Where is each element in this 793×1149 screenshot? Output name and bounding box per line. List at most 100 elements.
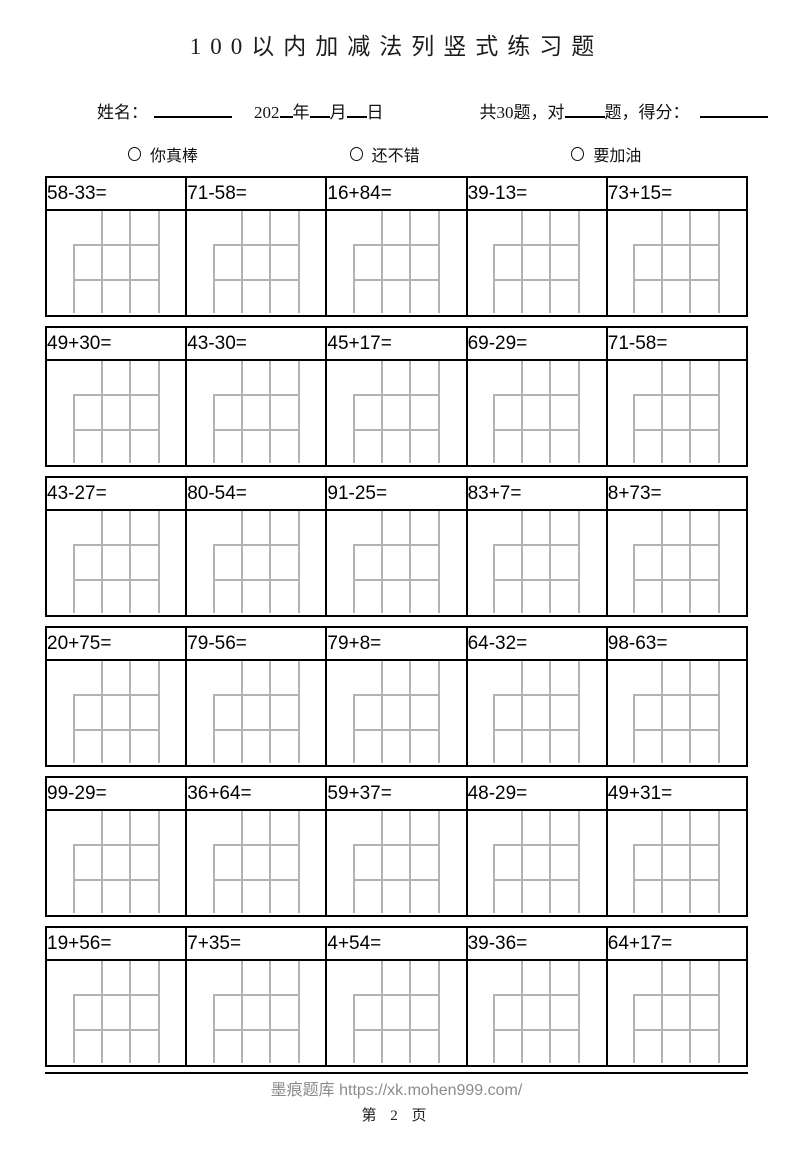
answer-grid-cell xyxy=(465,509,608,617)
score-field: 共30题，对 题，得分： xyxy=(480,98,768,123)
problem-groups: 58-33= 71-58= 16+84= 39-13= 73+15= 49+30= 43-3… xyxy=(44,176,749,1067)
vertical-calc-grid xyxy=(72,661,160,763)
answer-grid-cell xyxy=(44,659,188,767)
answer-grid-cell xyxy=(325,659,468,767)
month-label: 月 xyxy=(329,103,347,122)
vertical-calc-grid xyxy=(352,211,440,313)
problem-label: 43-27= xyxy=(44,476,188,511)
problem-label-row: 49+30= 43-30= 45+17= 69-29= 71-58= xyxy=(44,326,749,361)
rating-option-great: 你真棒 xyxy=(128,142,350,166)
name-blank xyxy=(154,114,232,118)
answer-grid-cell xyxy=(185,359,328,467)
day-label: 日 xyxy=(366,103,384,122)
rating-label: 你真棒 xyxy=(150,148,199,165)
answer-grid-cell xyxy=(44,359,188,467)
vertical-calc-grid xyxy=(212,511,300,613)
problem-group-5: 99-29= 36+64= 59+37= 48-29= 49+31= xyxy=(44,776,749,917)
score-blank xyxy=(699,114,768,118)
rating-option-ok: 还不错 xyxy=(349,142,572,166)
problem-label: 83+7= xyxy=(465,476,608,511)
problem-label: 69-29= xyxy=(465,326,608,361)
answer-grid-row xyxy=(44,359,749,467)
problem-group-3: 43-27= 80-54= 91-25= 83+7= 8+73= xyxy=(44,476,749,617)
problem-label: 80-54= xyxy=(185,476,328,511)
bottom-rule xyxy=(45,1072,748,1074)
answer-grid-cell xyxy=(605,359,749,467)
vertical-calc-grid xyxy=(352,961,440,1063)
problem-label: 59+37= xyxy=(325,776,468,811)
problem-label-row: 43-27= 80-54= 91-25= 83+7= 8+73= xyxy=(44,476,749,511)
worksheet-page: 100以内加减法列竖式练习题 姓名： 202 年 月 日 共30题，对 题，得分… xyxy=(0,27,793,1149)
problem-label: 58-33= xyxy=(44,176,188,211)
problem-label: 48-29= xyxy=(465,776,608,811)
score-mid: 题，得分： xyxy=(604,103,690,122)
vertical-calc-grid xyxy=(352,661,440,763)
problem-label: 98-63= xyxy=(605,626,749,661)
vertical-calc-grid xyxy=(212,811,300,913)
vertical-calc-grid xyxy=(72,961,160,1063)
problem-label: 36+64= xyxy=(185,776,328,811)
vertical-calc-grid xyxy=(493,211,581,313)
problem-label: 43-30= xyxy=(185,326,328,361)
problem-label: 8+73= xyxy=(605,476,749,511)
name-field: 姓名： xyxy=(97,98,232,123)
problem-label: 19+56= xyxy=(44,926,188,961)
answer-grid-row xyxy=(44,209,749,317)
year-prefix: 202 xyxy=(254,103,280,122)
problem-group-2: 49+30= 43-30= 45+17= 69-29= 71-58= xyxy=(44,326,749,467)
answer-grid-cell xyxy=(44,509,188,617)
vertical-calc-grid xyxy=(352,361,440,463)
problem-label: 64-32= xyxy=(465,626,608,661)
answer-grid-cell xyxy=(185,209,328,317)
rating-label: 要加油 xyxy=(593,148,642,165)
answer-grid-cell xyxy=(44,809,188,917)
vertical-calc-grid xyxy=(72,811,160,913)
vertical-calc-grid xyxy=(212,211,300,313)
answer-grid-cell xyxy=(465,809,608,917)
answer-grid-cell xyxy=(605,959,749,1067)
problem-group-4: 20+75= 79-56= 79+8= 64-32= 98-63= xyxy=(44,626,749,767)
correct-count-blank xyxy=(564,114,605,118)
year-blank xyxy=(279,114,293,118)
answer-grid-cell xyxy=(465,209,608,317)
month-blank xyxy=(309,114,330,118)
answer-grid-cell xyxy=(605,659,749,767)
answer-grid-row xyxy=(44,959,749,1067)
problem-label: 7+35= xyxy=(185,926,328,961)
problem-label-row: 19+56= 7+35= 4+54= 39-36= 64+17= xyxy=(44,926,749,961)
problem-label: 71-58= xyxy=(605,326,749,361)
vertical-calc-grid xyxy=(493,661,581,763)
answer-grid-cell xyxy=(465,659,608,767)
radio-circle-icon xyxy=(128,147,141,161)
vertical-calc-grid xyxy=(212,961,300,1063)
answer-grid-cell xyxy=(44,959,188,1067)
problem-group-1: 58-33= 71-58= 16+84= 39-13= 73+15= xyxy=(44,176,749,317)
answer-grid-cell xyxy=(185,809,328,917)
name-label: 姓名： xyxy=(97,103,148,122)
footer-site-link: 墨痕题库 https://xk.mohen999.com/ xyxy=(270,1082,523,1099)
vertical-calc-grid xyxy=(633,211,721,313)
answer-grid-row xyxy=(44,659,749,767)
date-field: 202 年 月 日 xyxy=(254,98,384,123)
answer-grid-cell xyxy=(325,209,468,317)
problem-group-6: 19+56= 7+35= 4+54= 39-36= 64+17= xyxy=(44,926,749,1067)
radio-circle-icon xyxy=(571,147,585,161)
rating-option-tryharder: 要加油 xyxy=(571,142,793,166)
problem-label: 64+17= xyxy=(605,926,749,961)
vertical-calc-grid xyxy=(72,361,160,463)
problem-label: 79+8= xyxy=(325,626,468,661)
answer-grid-cell xyxy=(325,809,468,917)
problem-label-row: 58-33= 71-58= 16+84= 39-13= 73+15= xyxy=(44,176,749,211)
vertical-calc-grid xyxy=(493,361,581,463)
radio-circle-icon xyxy=(349,147,363,161)
vertical-calc-grid xyxy=(493,961,581,1063)
answer-grid-cell xyxy=(465,959,608,1067)
problem-label: 91-25= xyxy=(325,476,468,511)
problem-label: 45+17= xyxy=(325,326,468,361)
info-line: 姓名： 202 年 月 日 共30题，对 题，得分： xyxy=(97,98,793,123)
answer-grid-cell xyxy=(605,509,749,617)
vertical-calc-grid xyxy=(633,361,721,463)
vertical-calc-grid xyxy=(493,811,581,913)
answer-grid-cell xyxy=(605,809,749,917)
vertical-calc-grid xyxy=(72,511,160,613)
